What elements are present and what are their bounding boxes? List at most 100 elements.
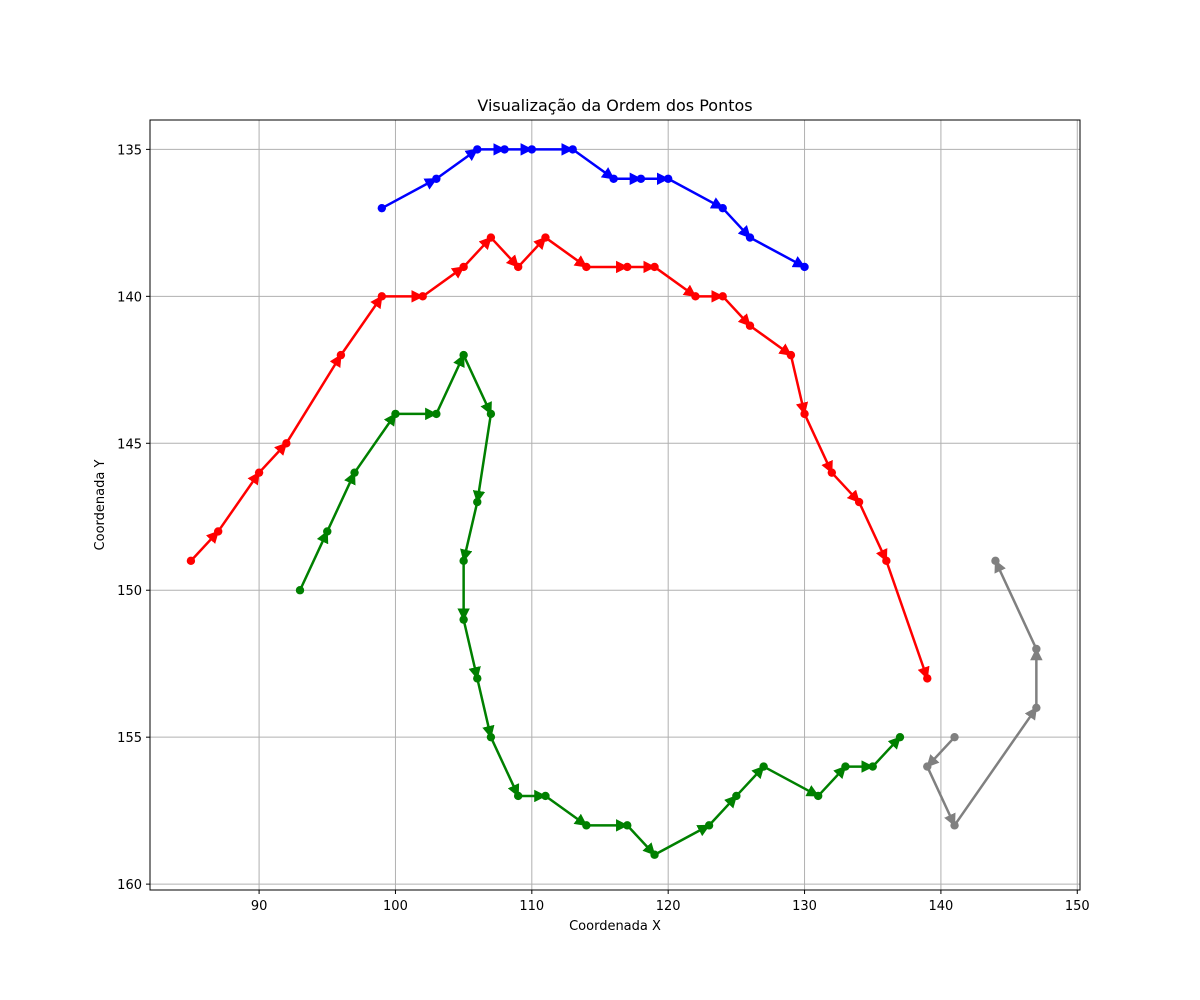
- series-2-point: [582, 821, 591, 830]
- series-2-point: [704, 821, 714, 830]
- x-tick-label: 140: [928, 899, 953, 914]
- series-1-point: [186, 556, 196, 566]
- series-0-arrow-segment: [666, 177, 724, 210]
- series-1-arrow-segment: [216, 471, 261, 533]
- series-1-point: [336, 350, 346, 360]
- series-2-arrow-segment: [489, 735, 520, 798]
- series-0-point: [527, 145, 537, 154]
- series-2-arrow-segment: [816, 765, 847, 798]
- series-0-point: [745, 233, 755, 242]
- y-tick-label: 160: [117, 878, 142, 893]
- series-1-point: [691, 292, 700, 301]
- series-3-arrow-segment: [994, 559, 1038, 651]
- series-0: [377, 143, 809, 272]
- series-1: [186, 233, 932, 683]
- series-2-arrow-segment: [653, 824, 711, 856]
- series-1-point: [541, 233, 550, 242]
- series-1-point: [786, 350, 796, 360]
- series-2-point: [295, 586, 305, 595]
- series-2-arrow-segment: [735, 765, 765, 798]
- series-2-point: [759, 762, 768, 771]
- y-tick-label: 155: [117, 731, 142, 746]
- y-tick-label: 145: [117, 437, 142, 452]
- series-3-point: [923, 762, 932, 771]
- series-2-arrow-segment: [626, 824, 656, 856]
- series-3-point: [1032, 644, 1041, 654]
- series-2-arrow-segment: [326, 471, 356, 533]
- series-0-point: [718, 203, 727, 213]
- series-2-arrow-segment: [298, 530, 329, 592]
- series-1-arrow-segment: [257, 442, 288, 474]
- series-3-point: [950, 732, 959, 742]
- series-2-arrow-segment: [472, 412, 493, 504]
- plot-frame: [149, 119, 1081, 891]
- series-2: [295, 350, 905, 859]
- series-1-arrow-segment: [653, 265, 697, 298]
- series-1-point: [923, 674, 932, 683]
- series-2-point: [323, 527, 332, 536]
- series-1-arrow-segment: [339, 295, 384, 357]
- y-tick-label: 140: [117, 290, 142, 305]
- series-0-point: [609, 174, 618, 183]
- x-tick-label: 90: [251, 899, 268, 914]
- series-0-point: [663, 174, 673, 183]
- series-0-point: [473, 145, 482, 154]
- x-tick-label: 120: [656, 899, 681, 914]
- series-1-point: [282, 439, 291, 448]
- series-2-point: [732, 791, 741, 801]
- series-1-point: [582, 262, 591, 272]
- series-1-arrow-segment: [885, 559, 930, 680]
- series-0-point: [500, 145, 509, 154]
- series-layer: [186, 143, 1043, 859]
- series-1-point: [418, 292, 427, 301]
- series-1-arrow-segment: [857, 500, 888, 563]
- series-1-arrow-segment: [544, 236, 588, 269]
- series-1-point: [854, 497, 864, 507]
- series-2-arrow-segment: [462, 353, 493, 416]
- series-0-point: [432, 174, 441, 183]
- series-2-point: [473, 497, 482, 507]
- series-0-point: [377, 203, 387, 213]
- x-tick-label: 150: [1065, 899, 1090, 914]
- series-2-arrow-segment: [435, 353, 465, 416]
- series-2-point: [513, 791, 523, 801]
- series-1-arrow-segment: [189, 530, 220, 563]
- series-1-point: [882, 556, 891, 566]
- series-1-arrow-segment: [830, 471, 861, 504]
- x-ticks: 90 100 110 120 130 140 150: [251, 890, 1090, 914]
- series-2-point: [541, 791, 550, 801]
- series-3-point: [1032, 703, 1041, 712]
- series-0-arrow-segment: [435, 148, 479, 181]
- series-1-arrow-segment: [721, 295, 752, 327]
- series-3-arrow-segment: [953, 706, 1038, 827]
- series-0-arrow-segment: [571, 148, 615, 181]
- series-1-point: [827, 468, 837, 477]
- y-tick-label: 150: [117, 584, 142, 599]
- series-1-arrow-segment: [748, 324, 793, 357]
- series-1-arrow-segment: [462, 236, 493, 269]
- series-2-point: [486, 732, 496, 742]
- x-tick-label: 100: [383, 899, 408, 914]
- series-2-point: [650, 850, 659, 859]
- series-2-arrow-segment: [544, 794, 588, 827]
- series-3-point: [991, 556, 1000, 566]
- series-2-point: [391, 409, 400, 419]
- series-0-arrow-segment: [721, 206, 752, 239]
- series-1-point: [718, 292, 727, 301]
- x-tick-label: 130: [792, 899, 817, 914]
- y-ticks: 135 140 145 150 155 160: [117, 143, 150, 893]
- series-3-point: [950, 821, 959, 830]
- series-2-arrow-segment: [460, 500, 479, 563]
- series-2-arrow-segment: [353, 412, 397, 474]
- chart-title: Visualização da Ordem dos Pontos: [477, 96, 752, 115]
- series-1-point: [800, 409, 809, 419]
- series-3-arrow-segment: [926, 765, 956, 827]
- series-2-point: [473, 674, 482, 683]
- series-1-point: [623, 262, 632, 272]
- series-2-arrow-segment: [462, 618, 481, 680]
- x-axis-label: Coordenada X: [569, 919, 661, 934]
- series-2-point: [350, 468, 359, 477]
- series-0-point: [636, 174, 646, 183]
- series-0-arrow-segment: [748, 236, 806, 269]
